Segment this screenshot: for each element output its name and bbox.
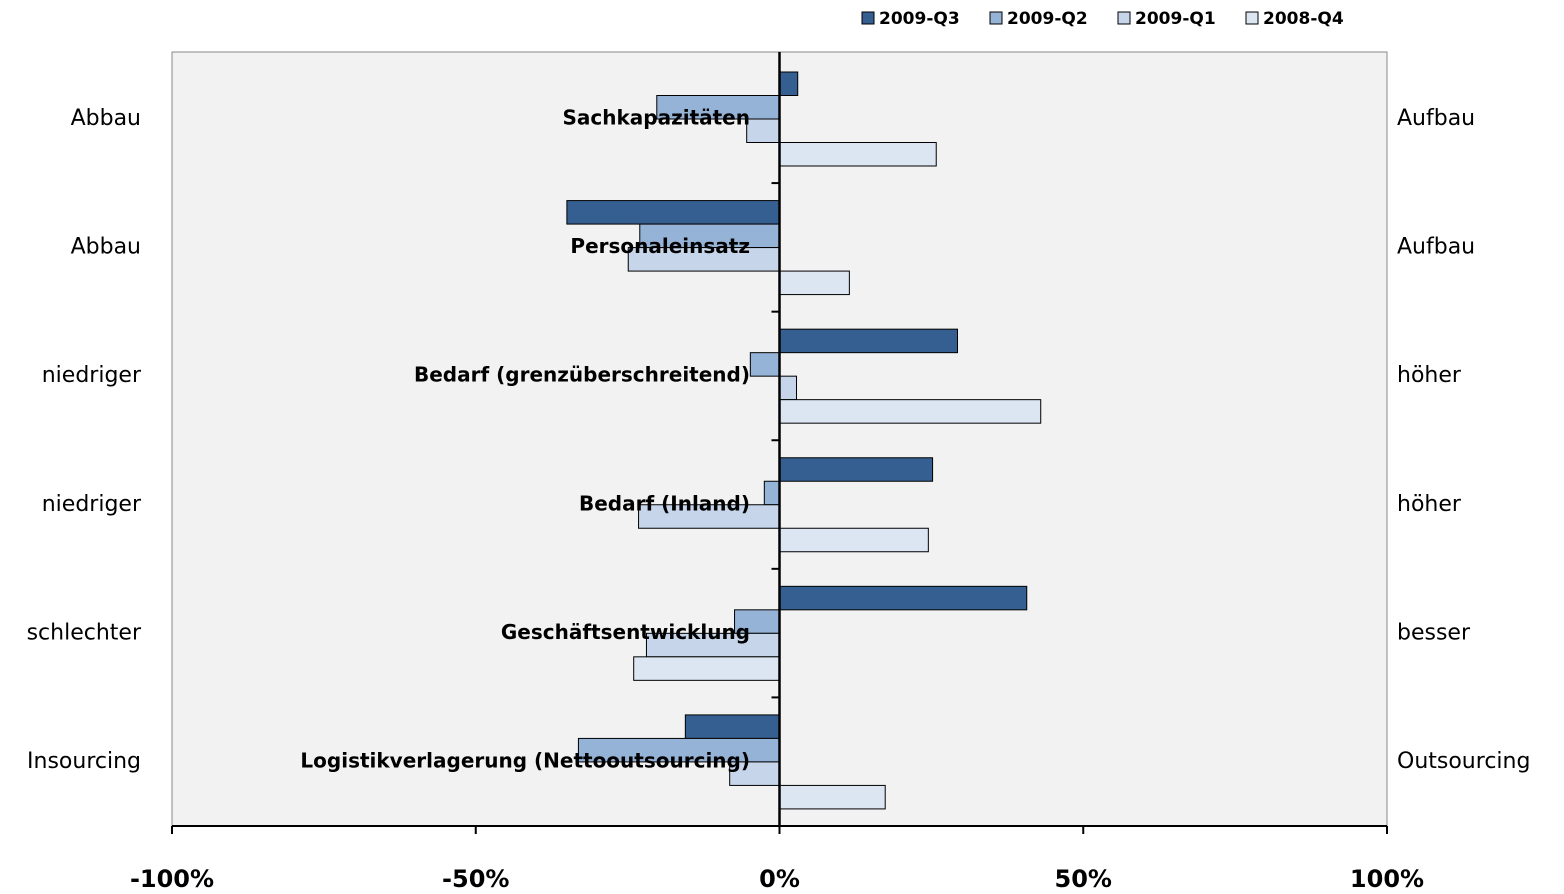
bar bbox=[779, 399, 1042, 424]
legend-label: 2009-Q3 bbox=[879, 9, 960, 29]
bar bbox=[779, 375, 798, 401]
category-label: Personaleinsatz bbox=[570, 234, 750, 258]
bar bbox=[684, 714, 781, 739]
x-tick-label: -50% bbox=[442, 865, 509, 893]
bar bbox=[779, 527, 929, 553]
category-label: Bedarf (Inland) bbox=[579, 491, 750, 515]
left-label: Abbau bbox=[71, 106, 141, 131]
legend-swatch bbox=[989, 11, 1003, 25]
bar bbox=[749, 352, 781, 377]
bar bbox=[746, 118, 781, 143]
legend-swatch bbox=[1117, 11, 1131, 25]
x-tick-label: -100% bbox=[130, 865, 214, 893]
bar bbox=[779, 585, 1028, 611]
bar bbox=[779, 71, 799, 96]
bar bbox=[763, 480, 780, 506]
category-label: Geschäftsentwicklung bbox=[501, 620, 750, 644]
left-label: Abbau bbox=[71, 235, 141, 260]
legend-label: 2009-Q1 bbox=[1135, 9, 1216, 29]
right-label: Aufbau bbox=[1397, 106, 1475, 131]
bar bbox=[779, 328, 958, 354]
bar bbox=[566, 200, 780, 225]
left-label: Insourcing bbox=[27, 749, 141, 774]
left-label: schlechter bbox=[27, 620, 142, 645]
right-label: höher bbox=[1397, 363, 1462, 388]
legend-swatch bbox=[861, 11, 875, 25]
legend-swatch bbox=[1245, 11, 1259, 25]
bar bbox=[779, 784, 886, 810]
x-tick-label: 0% bbox=[759, 865, 800, 893]
bar bbox=[779, 457, 934, 482]
x-tick-label: 50% bbox=[1055, 865, 1112, 893]
category-label: Sachkapazitäten bbox=[562, 106, 750, 130]
right-label: besser bbox=[1397, 620, 1471, 645]
left-label: niedriger bbox=[42, 363, 142, 388]
x-tick-label: 100% bbox=[1350, 865, 1424, 893]
bar bbox=[779, 142, 937, 167]
right-label: Outsourcing bbox=[1397, 749, 1530, 774]
bar bbox=[779, 270, 850, 296]
legend-label: 2009-Q2 bbox=[1007, 9, 1088, 29]
left-label: niedriger bbox=[42, 492, 142, 517]
right-label: Aufbau bbox=[1397, 235, 1475, 260]
category-label: Bedarf (grenzüberschreitend) bbox=[414, 363, 750, 387]
right-label: höher bbox=[1397, 492, 1462, 517]
legend-label: 2008-Q4 bbox=[1263, 9, 1344, 29]
bar bbox=[633, 656, 781, 681]
category-label: Logistikverlagerung (Nettooutsourcing) bbox=[300, 748, 750, 772]
